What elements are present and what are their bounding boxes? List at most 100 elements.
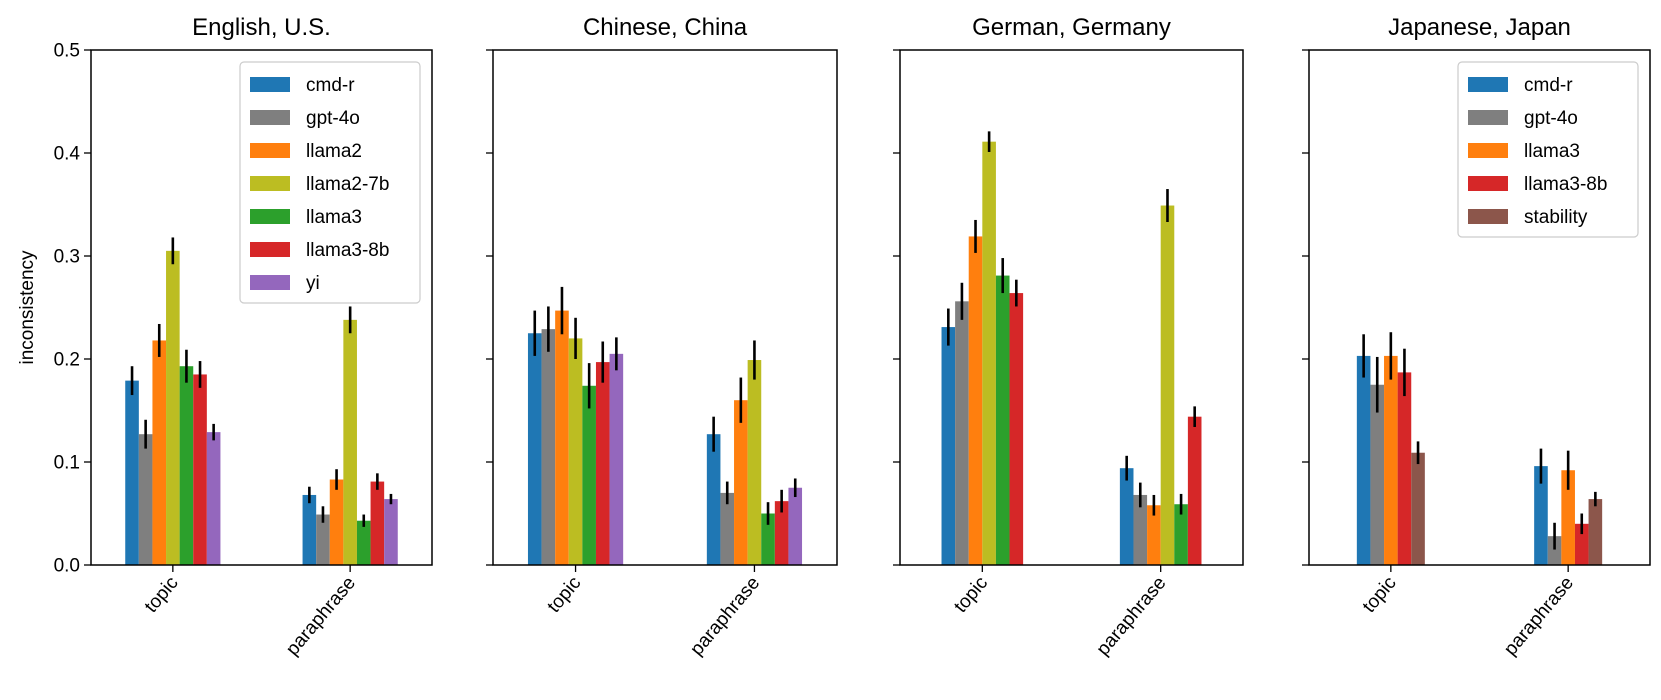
bar-llama3-8b-paraphrase	[1574, 523, 1589, 565]
bar-llama3-8b-paraphrase	[1187, 416, 1202, 565]
panel-title: English, U.S.	[192, 14, 331, 41]
legend-label-cmd-r: cmd-r	[1524, 75, 1573, 96]
legend-label-yi: yi	[306, 273, 320, 294]
legend-swatch-llama3-8b	[1468, 176, 1508, 191]
bar-llama2-7b-topic	[166, 250, 180, 565]
bar-llama3-paraphrase	[356, 520, 371, 565]
legend-swatch-llama3-8b	[250, 242, 290, 257]
y-tick-label: 0.3	[54, 247, 80, 268]
bar-llama2-7b-paraphrase	[343, 319, 357, 565]
legend-swatch-llama3	[250, 209, 290, 224]
bar-llama2-paraphrase	[329, 479, 344, 565]
x-tick-label: paraphrase	[1093, 573, 1171, 660]
bar-llama3-8b-topic	[1009, 293, 1024, 565]
bar-stability-paraphrase	[1588, 499, 1603, 565]
panel-title: German, Germany	[972, 14, 1171, 41]
panel-title: Japanese, Japan	[1388, 14, 1571, 41]
legend-swatch-llama2-7b	[250, 176, 290, 191]
legend-label-cmd-r: cmd-r	[306, 75, 355, 96]
bar-cmd-r-topic	[941, 327, 956, 565]
x-tick-label: topic	[950, 573, 992, 617]
bar-yi-topic	[609, 353, 624, 565]
legend-swatch-cmd-r	[1468, 77, 1508, 92]
legend-swatch-cmd-r	[250, 77, 290, 92]
legend-label-llama3: llama3	[1524, 141, 1580, 162]
bar-llama2-topic	[968, 236, 983, 565]
bar-llama3-8b-topic	[595, 362, 610, 565]
axes-frame	[1308, 49, 1651, 566]
bar-llama2-paraphrase	[1147, 505, 1161, 565]
x-tick-label: topic	[141, 573, 183, 617]
panel-1: Chinese, China topic paraphrase	[486, 14, 838, 660]
x-tick-label: topic	[1359, 573, 1401, 617]
legend-box	[1457, 61, 1639, 238]
bar-llama2-7b-topic	[982, 141, 996, 566]
legend-label-llama2: llama2	[306, 141, 362, 162]
legend-label-gpt-4o: gpt-4o	[1524, 108, 1578, 129]
y-tick-label: 0.2	[54, 350, 80, 371]
bar-llama2-paraphrase	[734, 400, 748, 565]
y-axis-label: inconsistency	[17, 250, 38, 365]
y-tick-label: 0.5	[54, 41, 80, 62]
bar-llama2-7b-topic	[568, 338, 583, 565]
bar-gpt-4o-paraphrase	[1133, 494, 1148, 565]
bar-gpt-4o-topic	[1370, 384, 1385, 565]
bar-llama3-topic	[179, 366, 194, 565]
bar-llama3-8b-topic	[1397, 372, 1412, 565]
axes-frame	[899, 49, 1244, 566]
bar-llama2-7b-paraphrase	[1160, 205, 1175, 565]
bar-llama3-paraphrase	[1561, 470, 1575, 565]
x-tick-label: topic	[544, 573, 586, 617]
bar-gpt-4o-paraphrase	[316, 514, 330, 565]
legend-swatch-stability	[1468, 209, 1508, 224]
bar-llama3-8b-paraphrase	[370, 481, 385, 565]
bar-llama2-7b-paraphrase	[747, 360, 762, 565]
bar-yi-paraphrase	[384, 499, 398, 565]
bar-gpt-4o-paraphrase	[1547, 536, 1562, 565]
bar-llama3-8b-paraphrase	[774, 501, 789, 565]
bar-llama3-8b-topic	[193, 374, 207, 565]
bar-llama3-paraphrase	[761, 513, 775, 565]
bar-cmd-r-paraphrase	[1534, 466, 1548, 565]
bar-gpt-4o-topic	[955, 301, 969, 565]
y-tick-label: 0.0	[54, 556, 80, 577]
bar-gpt-4o-paraphrase	[720, 492, 735, 565]
legend-swatch-yi	[250, 275, 290, 290]
bar-llama3-topic	[995, 275, 1010, 565]
x-tick-label: paraphrase	[282, 573, 360, 660]
bar-llama3-topic	[1384, 355, 1398, 565]
bar-cmd-r-topic	[527, 333, 542, 565]
axes-frame	[90, 49, 433, 566]
legend-label-llama3-8b: llama3-8b	[306, 240, 389, 261]
legend-label-llama3-8b: llama3-8b	[1524, 174, 1607, 195]
legend: cmd-r gpt-4o llama3 llama3-8b stability	[1457, 61, 1639, 238]
legend-swatch-llama3	[1468, 143, 1508, 158]
bar-gpt-4o-topic	[541, 329, 556, 565]
legend-label-stability: stability	[1524, 207, 1588, 228]
x-tick-label: paraphrase	[1500, 573, 1578, 660]
legend-label-llama2-7b: llama2-7b	[306, 174, 389, 195]
panel-0: English, U.S. 0.0 0.1 0.2 0.3 0.4 0.5 inconsist…	[17, 14, 433, 660]
panel-title: Chinese, China	[583, 14, 748, 41]
bar-stability-topic	[1411, 452, 1425, 565]
legend: cmd-r gpt-4o llama2 llama2-7b llama3 llama3-8…	[239, 61, 421, 304]
bar-gpt-4o-topic	[138, 434, 153, 565]
x-tick-label: paraphrase	[686, 573, 764, 660]
bar-yi-paraphrase	[788, 487, 803, 565]
bar-cmd-r-paraphrase	[1119, 468, 1134, 565]
bar-llama3-paraphrase	[1174, 504, 1188, 565]
bar-cmd-r-topic	[125, 380, 139, 565]
bar-llama3-topic	[582, 385, 596, 565]
bar-cmd-r-topic	[1356, 355, 1371, 565]
bar-cmd-r-paraphrase	[706, 434, 721, 565]
y-tick-label: 0.1	[54, 453, 80, 474]
panel-2: German, Germany topic paraphrase	[893, 14, 1244, 660]
legend-label-gpt-4o: gpt-4o	[306, 108, 360, 129]
panel-3: Japanese, Japan topic paraphrase cmd-r gpt-4…	[1302, 14, 1651, 660]
bar-llama2-topic	[555, 310, 569, 565]
legend-swatch-llama2	[250, 143, 290, 158]
bar-yi-topic	[206, 432, 221, 565]
axes-frame	[492, 49, 838, 566]
legend-label-llama3: llama3	[306, 207, 362, 228]
